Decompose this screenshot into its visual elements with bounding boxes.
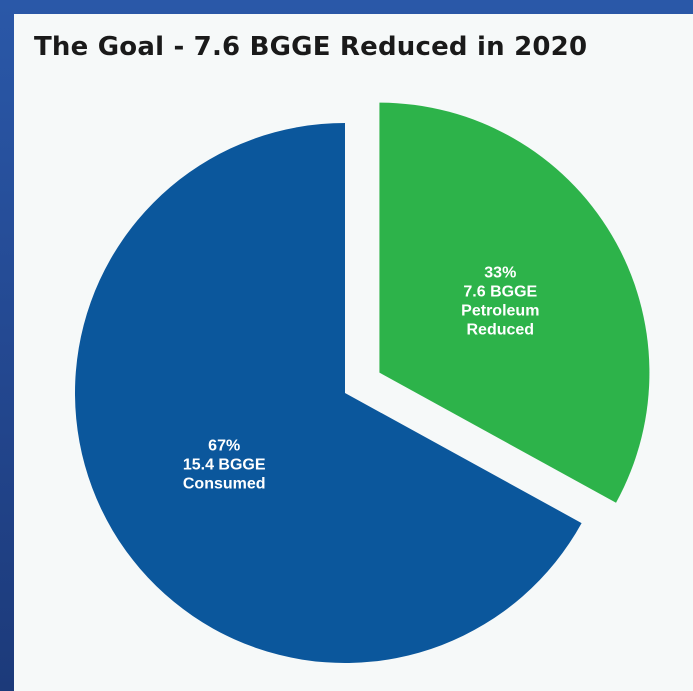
slice-label-line: Petroleum: [461, 303, 539, 320]
slice-label-line: Consumed: [183, 476, 266, 493]
label-petroleum-reduced: 33% 7.6 BGGE Petroleum Reduced: [461, 265, 539, 339]
slice-consumed: [74, 122, 582, 663]
slice-label-line: 67%: [208, 438, 240, 455]
slice-label-line: 7.6 BGGE: [463, 284, 537, 301]
slice-label-line: 15.4 BGGE: [183, 457, 266, 474]
chart-title: The Goal - 7.6 BGGE Reduced in 2020: [34, 32, 588, 62]
slice-label-line: Reduced: [467, 322, 535, 339]
slice-label-line: 33%: [484, 265, 516, 282]
slice-petroleum-reduced: [379, 102, 650, 503]
label-consumed: 67% 15.4 BGGE Consumed: [183, 438, 266, 493]
